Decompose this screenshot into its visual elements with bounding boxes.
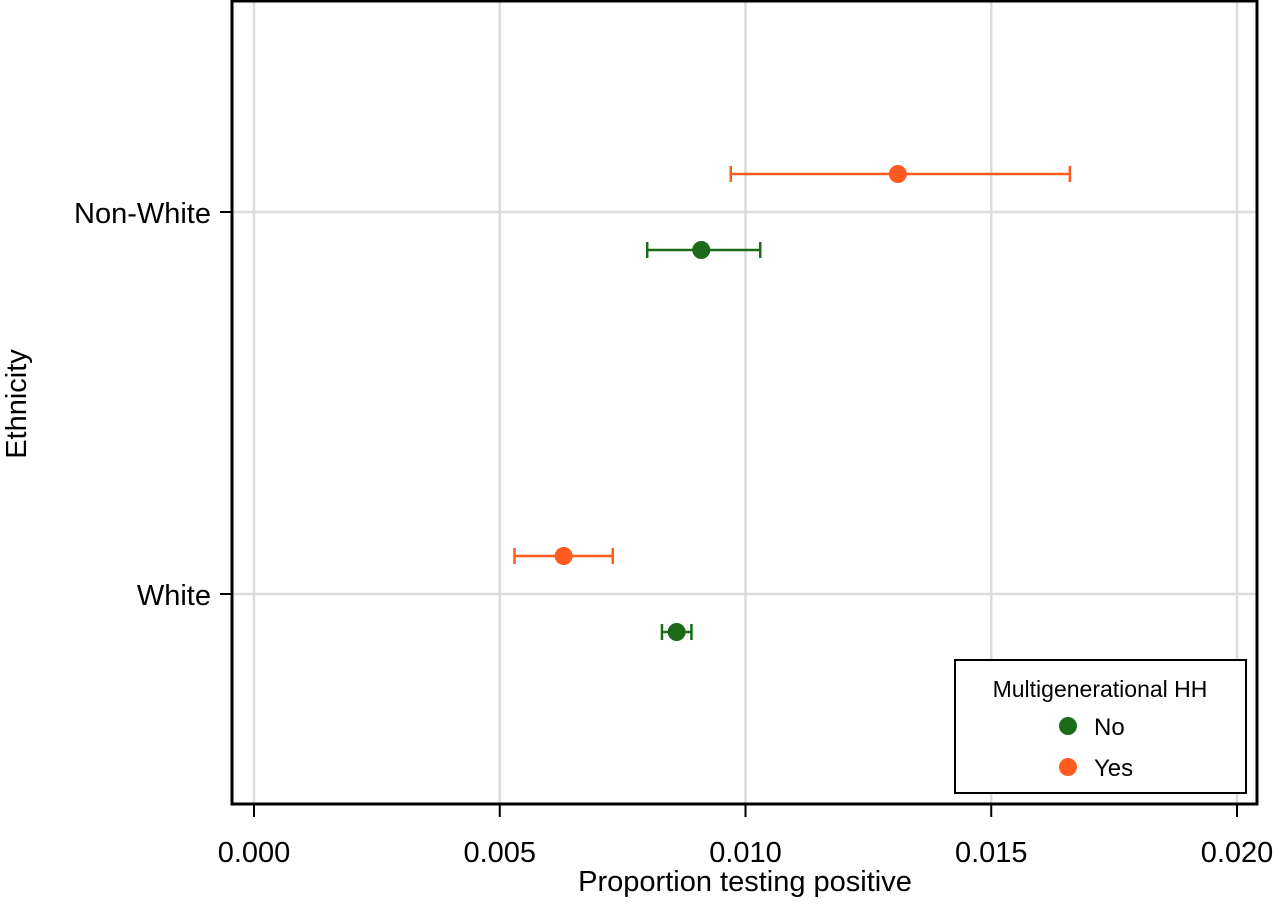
y-tick-label: Non-White [74,198,211,230]
point-no-non-white [692,241,711,259]
x-tick-label: 0.020 [1201,837,1274,869]
legend: Multigenerational HH No Yes [954,659,1247,794]
legend-marker-no [1059,717,1077,735]
legend-items: No Yes [1059,714,1133,782]
point-no-white [667,623,686,641]
legend-title: Multigenerational HH [993,676,1208,702]
grid-layer [234,1,1256,804]
y-tick-label: White [137,580,211,612]
point-yes-white [554,547,573,565]
point-yes-non-white [888,165,907,183]
plot-frame [230,0,1259,806]
legend-label-yes: Yes [1094,755,1133,782]
x-tick-label: 0.000 [218,837,291,869]
axis-layer: 0.000 0.005 0.010 0.015 0.020 Non-White White [74,198,1273,869]
marks-layer [513,165,1072,641]
legend-marker-yes [1059,758,1077,776]
legend-label-no: No [1094,714,1125,741]
y-axis-label: Ethnicity [1,349,33,459]
x-tick-label: 0.005 [463,837,536,869]
legend-box [954,659,1247,794]
x-tick-label: 0.010 [709,837,782,869]
x-axis-label: Proportion testing positive [578,866,912,898]
x-tick-label: 0.015 [955,837,1028,869]
